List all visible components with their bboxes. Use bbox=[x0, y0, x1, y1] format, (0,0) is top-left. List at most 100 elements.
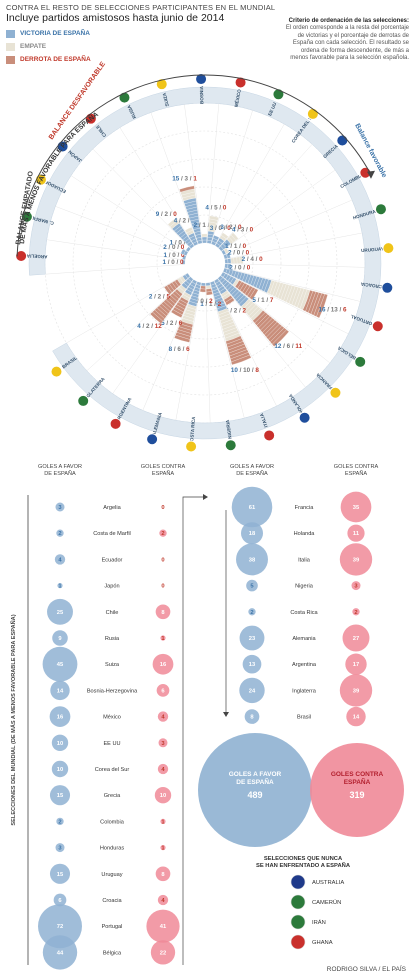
bubble-contra bbox=[346, 706, 366, 727]
radial-bar-tick bbox=[219, 313, 230, 318]
radial-bar-tick bbox=[212, 237, 218, 241]
bubble-contra-value: 0 bbox=[161, 557, 164, 563]
radial-bar-tick bbox=[213, 294, 221, 298]
radial-bar-tick bbox=[178, 230, 185, 236]
radial-bar-tick bbox=[238, 296, 247, 305]
radial-bar-win bbox=[185, 246, 192, 253]
radial-value-label: 12 / 6 / 11 bbox=[274, 343, 302, 350]
flag-icon bbox=[195, 73, 208, 86]
total-favor-label-2: DE ESPAÑA bbox=[236, 777, 274, 786]
bubble-favor-value: 10 bbox=[57, 767, 63, 773]
radial-bar-tick bbox=[222, 292, 229, 298]
radial-bar-tick bbox=[247, 274, 252, 284]
radial-bar-tick bbox=[227, 341, 244, 348]
bubble-contra-value: 4 bbox=[161, 898, 165, 904]
radial-bar-tick bbox=[190, 298, 198, 301]
bubble-country-name: Grecia bbox=[104, 793, 121, 799]
bubble-contra-value: 35 bbox=[353, 505, 360, 511]
bubble-contra bbox=[155, 604, 171, 620]
header-contra-right: ESPAÑA bbox=[345, 470, 368, 477]
radial-bar-tick bbox=[249, 288, 256, 299]
bubble-country-name: Portugal bbox=[102, 924, 123, 930]
radial-bar-tick bbox=[258, 277, 263, 289]
radial-bar-tick bbox=[217, 305, 226, 310]
radial-bar-tick bbox=[228, 269, 231, 275]
country-ring bbox=[28, 86, 382, 440]
header-contra-right: GOLES CONTRA bbox=[334, 464, 379, 470]
radial-bar-tick bbox=[272, 281, 278, 296]
radial-value-label: 2 / 0 / 0 bbox=[163, 244, 185, 251]
radial-bar-tick bbox=[222, 324, 236, 330]
radial-bar-tick bbox=[189, 235, 195, 239]
flag-icon bbox=[298, 411, 311, 424]
ordering-note-title: Criterio de ordenación de las seleccione… bbox=[288, 18, 409, 24]
bubble-contra-value: 10 bbox=[160, 793, 166, 799]
never-played-title: SELECCIONES QUE NUNCA bbox=[264, 856, 343, 862]
spoke-line bbox=[205, 282, 211, 423]
bubble-favor-value: 23 bbox=[249, 636, 256, 642]
bubble-contra-value: 1 bbox=[161, 819, 165, 825]
spoke-line bbox=[119, 127, 195, 247]
bubble-contra bbox=[339, 543, 373, 576]
radial-bar-tick bbox=[288, 286, 296, 304]
radial-bar-tick bbox=[197, 239, 202, 242]
radial-value-label: 1 / 1 / 0 bbox=[225, 243, 247, 250]
radial-bar-tick bbox=[316, 293, 325, 317]
flag-icon bbox=[290, 934, 306, 950]
bubble-favor bbox=[56, 817, 64, 826]
spoke-line bbox=[222, 271, 349, 335]
radial-bar-tick bbox=[253, 276, 258, 287]
radial-bar-tick bbox=[154, 309, 165, 319]
bubble-favor bbox=[52, 630, 68, 646]
radial-value-label: 1 / 1 / 2 bbox=[200, 301, 222, 308]
radial-bar-tick bbox=[183, 294, 190, 299]
header-favor-right: DE ESPAÑA bbox=[236, 470, 268, 477]
radial-bar-win bbox=[210, 235, 220, 246]
bubble-favor bbox=[57, 583, 63, 589]
ring-country-label: ARGELIA bbox=[26, 253, 48, 259]
bubble-country-name: Honduras bbox=[100, 846, 124, 852]
header-favor-right: GOLES A FAVOR bbox=[230, 464, 274, 470]
bubble-favor bbox=[239, 677, 265, 704]
bubble-contra-value: 39 bbox=[353, 688, 360, 694]
spoke-line bbox=[210, 110, 253, 244]
bubble-favor-value: 5 bbox=[250, 584, 254, 590]
radial-value-label: 5 / 1 / 7 bbox=[252, 297, 274, 304]
spoke-line bbox=[150, 112, 199, 245]
bubble-contra-value: 4 bbox=[161, 715, 165, 721]
flag-icon bbox=[20, 210, 33, 223]
bubble-contra bbox=[160, 845, 166, 851]
radial-bar-tick bbox=[220, 319, 233, 324]
bubble-contra-value: 1 bbox=[161, 636, 165, 642]
flag-icon bbox=[371, 320, 384, 333]
flag-icon bbox=[224, 439, 237, 452]
radial-bar-tick bbox=[210, 283, 216, 286]
radial-bar-tick bbox=[296, 288, 305, 308]
bubble-favor bbox=[42, 646, 78, 682]
radial-bar-loss bbox=[149, 288, 183, 324]
spoke-line bbox=[45, 264, 186, 275]
radial-bar-tick bbox=[280, 283, 287, 300]
spoke-line bbox=[221, 169, 336, 252]
radial-bar-tick bbox=[187, 209, 198, 213]
radial-value-label: 10 / 10 / 8 bbox=[231, 367, 260, 374]
radial-bar-tick bbox=[226, 338, 242, 345]
bubble-country-name: Brasil bbox=[297, 715, 311, 721]
spoke-line bbox=[86, 276, 191, 372]
header-contra-left: GOLES CONTRA bbox=[141, 464, 186, 470]
radial-bar-tick bbox=[207, 233, 214, 236]
radial-bar-tick bbox=[224, 330, 238, 336]
bubble-favor-value: 2 bbox=[58, 531, 61, 537]
ring-country-label: ALEMANIA bbox=[151, 411, 163, 436]
connector-line bbox=[182, 496, 205, 965]
radial-bar-tick bbox=[186, 206, 198, 210]
bubble-contra-value: 6 bbox=[161, 688, 165, 694]
legend-label-win: VICTORIA DE ESPAÑA bbox=[20, 30, 90, 37]
radial-value-label: 2 / 0 / 0 bbox=[229, 265, 251, 272]
radial-bar-tick bbox=[163, 301, 173, 310]
legend-swatch-loss bbox=[6, 55, 15, 64]
bubble-country-name: Costa Rica bbox=[290, 610, 318, 616]
bubble-country-name: Bélgica bbox=[103, 950, 122, 956]
radial-bar-tick bbox=[192, 292, 199, 295]
radial-bar-loss bbox=[223, 295, 235, 306]
